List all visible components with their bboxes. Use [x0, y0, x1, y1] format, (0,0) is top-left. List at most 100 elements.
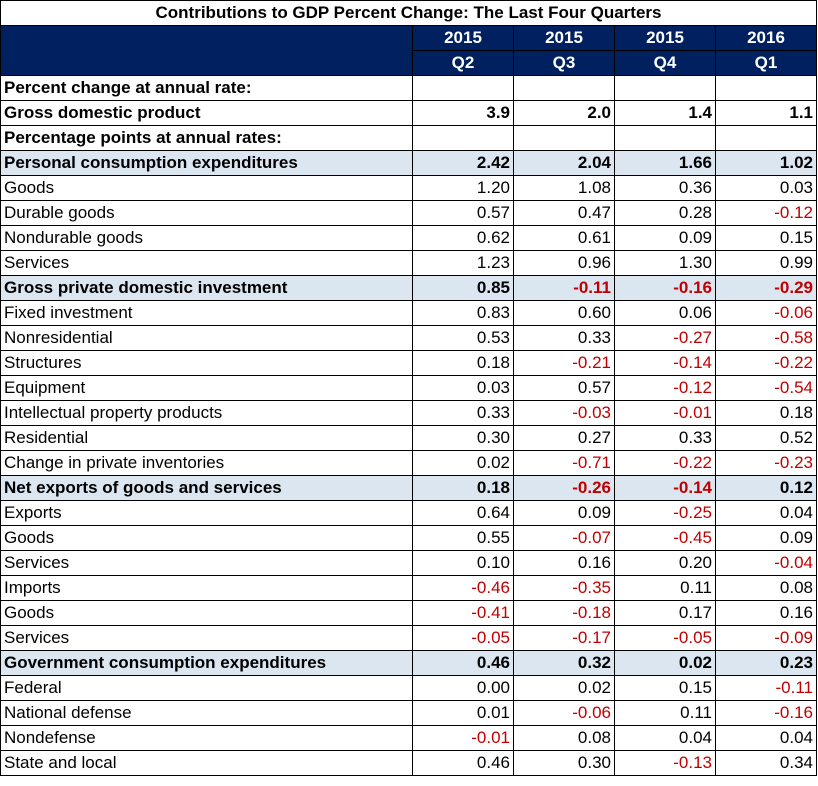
value-cell: 0.04	[614, 725, 716, 751]
table-row: Exports 0.64 0.09 -0.25 0.04	[0, 500, 817, 526]
value-cell: -0.25	[614, 500, 716, 526]
value-cell: 0.62	[412, 225, 514, 251]
value-cell: 0.02	[412, 450, 514, 476]
value-cell: 0.36	[614, 175, 716, 201]
value-cell: 0.09	[614, 225, 716, 251]
value-cell: -0.09	[715, 625, 817, 651]
value-cell	[513, 75, 615, 101]
value-cell: 1.66	[614, 150, 716, 176]
value-cell: 0.15	[614, 675, 716, 701]
value-cell: 0.11	[614, 700, 716, 726]
value-cell: 1.1	[715, 100, 817, 126]
row-label: Goods	[0, 525, 413, 551]
value-cell: -0.29	[715, 275, 817, 301]
value-cell: 0.30	[412, 425, 514, 451]
value-cell: 0.61	[513, 225, 615, 251]
value-cell: -0.12	[614, 375, 716, 401]
table-row: Imports -0.46 -0.35 0.11 0.08	[0, 575, 817, 601]
value-cell: 0.33	[513, 325, 615, 351]
table-row: Net exports of goods and services 0.18 -0.…	[0, 475, 817, 501]
row-label: Intellectual property products	[0, 400, 413, 426]
title-row: Contributions to GDP Percent Change: The…	[0, 0, 817, 26]
row-label: Nondefense	[0, 725, 413, 751]
table-row: Percentage points at annual rates:	[0, 125, 817, 151]
value-cell: 0.17	[614, 600, 716, 626]
value-cell: -0.01	[614, 400, 716, 426]
table-row: State and local 0.46 0.30 -0.13 0.34	[0, 750, 817, 776]
value-cell	[412, 75, 514, 101]
header-quarter-row: Q2 Q3 Q4 Q1	[1, 50, 817, 76]
value-cell: 0.18	[412, 475, 514, 501]
value-cell: 0.57	[513, 375, 615, 401]
value-cell: 0.04	[715, 500, 817, 526]
value-cell: -0.17	[513, 625, 615, 651]
value-cell: 0.03	[715, 175, 817, 201]
table-row: Structures 0.18 -0.21 -0.14 -0.22	[0, 350, 817, 376]
value-cell: -0.35	[513, 575, 615, 601]
row-label: Nondurable goods	[0, 225, 413, 251]
value-cell: 0.46	[412, 750, 514, 776]
row-label: Exports	[0, 500, 413, 526]
value-cell: -0.16	[715, 700, 817, 726]
header-quarter: Q1	[715, 50, 817, 76]
value-cell: 1.4	[614, 100, 716, 126]
value-cell: 0.01	[412, 700, 514, 726]
value-cell: 0.47	[513, 200, 615, 226]
value-cell: 0.10	[412, 550, 514, 576]
value-cell: 1.30	[614, 250, 716, 276]
value-cell: -0.11	[513, 275, 615, 301]
value-cell: 0.57	[412, 200, 514, 226]
row-label: Government consumption expenditures	[0, 650, 413, 676]
row-label: Equipment	[0, 375, 413, 401]
value-cell: 0.08	[513, 725, 615, 751]
value-cell: 0.09	[513, 500, 615, 526]
value-cell: 0.02	[614, 650, 716, 676]
value-cell: -0.06	[715, 300, 817, 326]
table-row: Durable goods 0.57 0.47 0.28 -0.12	[0, 200, 817, 226]
value-cell: 0.96	[513, 250, 615, 276]
table-row: Percent change at annual rate:	[0, 75, 817, 101]
row-label: Federal	[0, 675, 413, 701]
table-row: Change in private inventories 0.02 -0.71 -0…	[0, 450, 817, 476]
value-cell: -0.13	[614, 750, 716, 776]
value-cell: -0.14	[614, 350, 716, 376]
value-cell: -0.06	[513, 700, 615, 726]
value-cell: 0.52	[715, 425, 817, 451]
row-label: Net exports of goods and services	[0, 475, 413, 501]
value-cell: 0.09	[715, 525, 817, 551]
value-cell: -0.18	[513, 600, 615, 626]
table-row: Residential 0.30 0.27 0.33 0.52	[0, 425, 817, 451]
table-title: Contributions to GDP Percent Change: The…	[0, 0, 817, 26]
row-label: Gross private domestic investment	[0, 275, 413, 301]
value-cell: 1.20	[412, 175, 514, 201]
value-cell: -0.14	[614, 475, 716, 501]
table-row: Intellectual property products 0.33 -0.03-…	[0, 400, 817, 426]
header-quarter: Q2	[412, 50, 514, 76]
value-cell	[614, 125, 716, 151]
value-cell: -0.41	[412, 600, 514, 626]
value-cell: 0.20	[614, 550, 716, 576]
row-label: Imports	[0, 575, 413, 601]
row-label: Percentage points at annual rates:	[0, 125, 413, 151]
table-body: Percent change at annual rate: Gross dome…	[0, 75, 817, 776]
value-cell: 2.0	[513, 100, 615, 126]
row-label: Personal consumption expenditures	[0, 150, 413, 176]
value-cell: 0.46	[412, 650, 514, 676]
value-cell: -0.27	[614, 325, 716, 351]
value-cell: 0.04	[715, 725, 817, 751]
row-label: National defense	[0, 700, 413, 726]
table-row: Gross domestic product 3.9 2.0 1.4 1.1	[0, 100, 817, 126]
value-cell: 0.64	[412, 500, 514, 526]
value-cell: -0.01	[412, 725, 514, 751]
value-cell: -0.54	[715, 375, 817, 401]
value-cell: 0.83	[412, 300, 514, 326]
value-cell: 3.9	[412, 100, 514, 126]
value-cell: 0.53	[412, 325, 514, 351]
row-label: State and local	[0, 750, 413, 776]
row-label: Fixed investment	[0, 300, 413, 326]
value-cell: 0.33	[614, 425, 716, 451]
value-cell: 0.18	[715, 400, 817, 426]
value-cell: 1.02	[715, 150, 817, 176]
value-cell	[513, 125, 615, 151]
value-cell: 0.06	[614, 300, 716, 326]
